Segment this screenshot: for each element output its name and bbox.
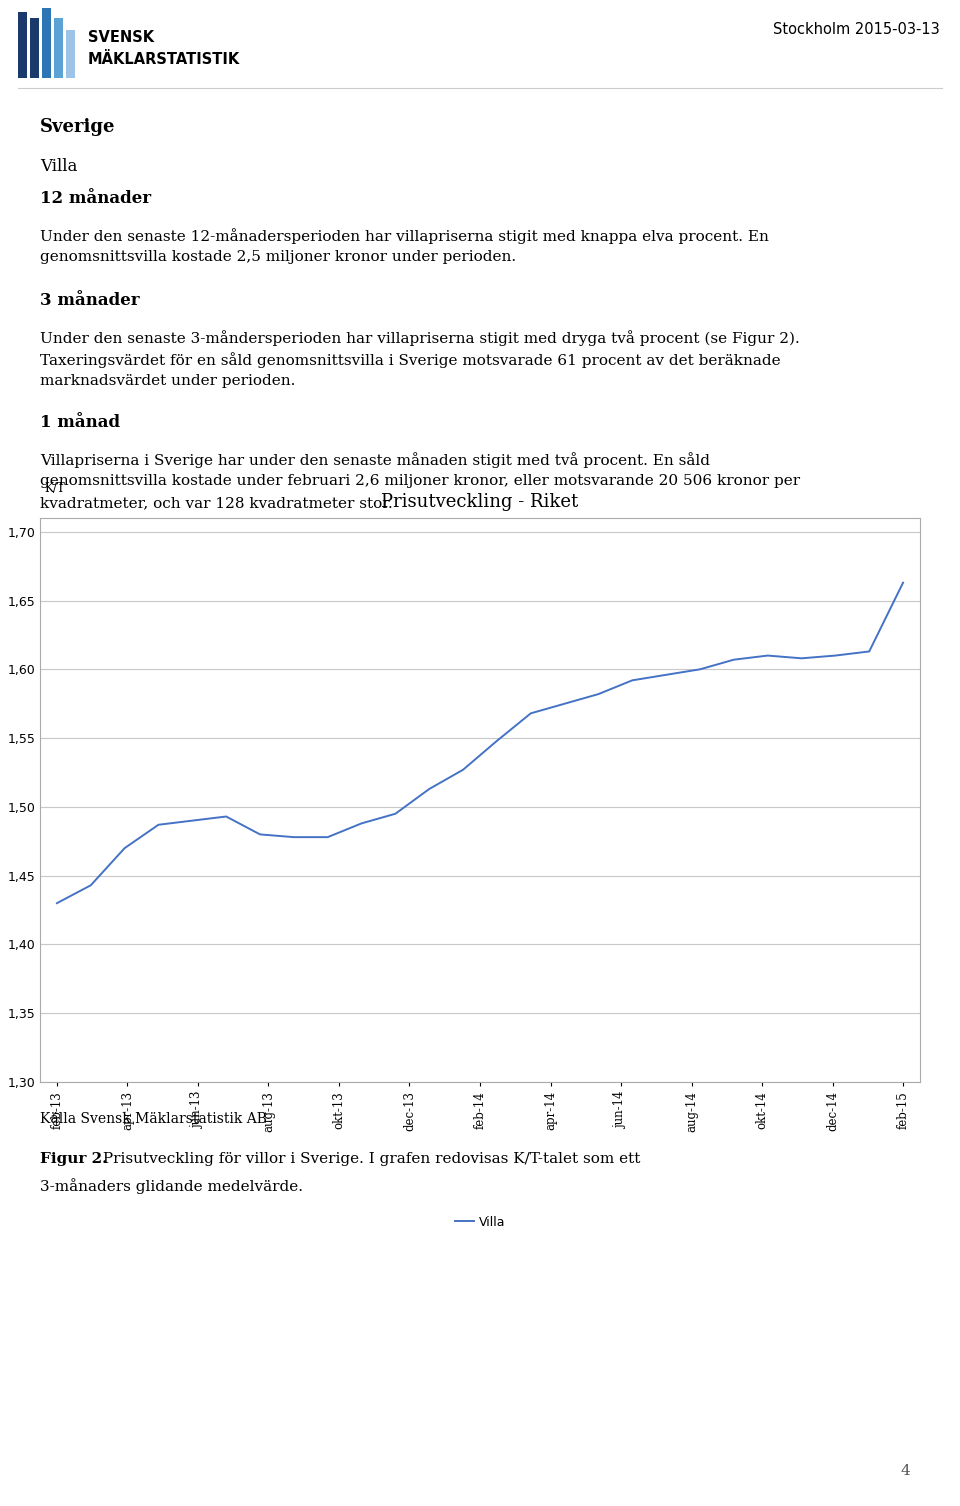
Text: genomsnittsvilla kostade under februari 2,6 miljoner kronor, eller motsvarande 2: genomsnittsvilla kostade under februari … — [40, 474, 800, 488]
Title: Prisutveckling - Riket: Prisutveckling - Riket — [381, 492, 579, 511]
Text: Figur 2.: Figur 2. — [40, 1152, 108, 1166]
Text: Taxeringsvärdet för en såld genomsnittsvilla i Sverige motsvarade 61 procent av : Taxeringsvärdet för en såld genomsnittsv… — [40, 352, 780, 367]
Text: 3-månaders glidande medelvärde.: 3-månaders glidande medelvärde. — [40, 1178, 303, 1194]
Text: 1 månad: 1 månad — [40, 414, 120, 431]
Text: genomsnittsvilla kostade 2,5 miljoner kronor under perioden.: genomsnittsvilla kostade 2,5 miljoner kr… — [40, 250, 516, 264]
Text: Sverige: Sverige — [40, 117, 115, 136]
Text: Under den senaste 3-måndersperioden har villapriserna stigit med dryga två proce: Under den senaste 3-måndersperioden har … — [40, 330, 800, 346]
Text: 3 månader: 3 månader — [40, 292, 139, 309]
Text: marknadsvärdet under perioden.: marknadsvärdet under perioden. — [40, 373, 296, 389]
Text: MÄKLARSTATISTIK: MÄKLARSTATISTIK — [88, 53, 240, 66]
Text: Under den senaste 12-månadersperioden har villapriserna stigit med knappa elva p: Under den senaste 12-månadersperioden ha… — [40, 227, 769, 244]
Text: SVENSK: SVENSK — [88, 30, 155, 45]
Text: Stockholm 2015-03-13: Stockholm 2015-03-13 — [773, 23, 940, 38]
Text: Villa: Villa — [40, 158, 78, 175]
Text: 12 månader: 12 månader — [40, 190, 151, 206]
Text: Prisutveckling för villor i Sverige. I grafen redovisas K/T-talet som ett: Prisutveckling för villor i Sverige. I g… — [98, 1152, 640, 1166]
Text: kvadratmeter, och var 128 kvadratmeter stor.: kvadratmeter, och var 128 kvadratmeter s… — [40, 495, 393, 511]
Text: K/T: K/T — [44, 482, 65, 495]
Text: 4: 4 — [900, 1464, 910, 1477]
Legend: Villa: Villa — [450, 1211, 510, 1233]
Text: Källa Svensk Mäklarstatistik AB: Källa Svensk Mäklarstatistik AB — [40, 1111, 267, 1126]
Text: Villapriserna i Sverige har under den senaste månaden stigit med två procent. En: Villapriserna i Sverige har under den se… — [40, 452, 710, 468]
